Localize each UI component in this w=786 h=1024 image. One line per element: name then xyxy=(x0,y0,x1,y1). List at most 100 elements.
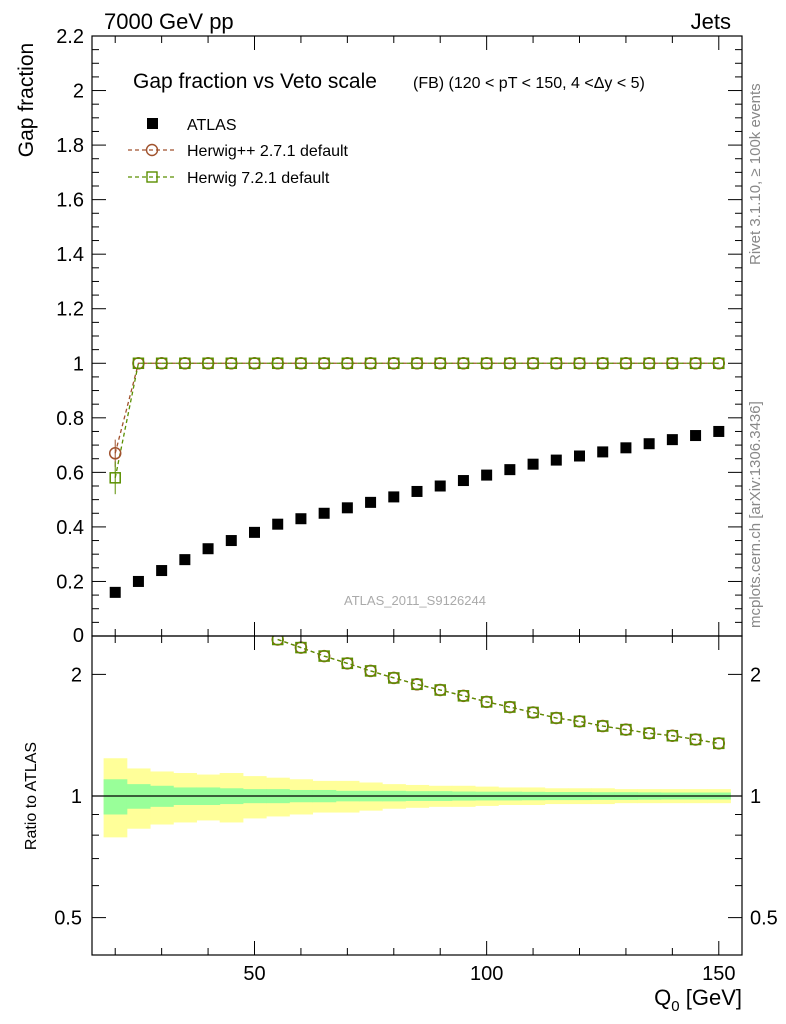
main-y-tick-label: 1.8 xyxy=(56,135,84,157)
header-right: Jets xyxy=(691,9,731,34)
ratio-y-tick-label-right: 0.5 xyxy=(750,908,778,930)
marker-herwig7 xyxy=(109,472,121,484)
marker-atlas xyxy=(388,491,400,503)
x-axis-label-unit: [GeV] xyxy=(680,985,742,1010)
marker-atlas xyxy=(504,464,516,476)
marker-herwig7 xyxy=(573,357,586,370)
main-data-layer xyxy=(108,357,726,598)
marker-herwig7 xyxy=(550,357,563,370)
main-y-tick-label: 0.4 xyxy=(56,517,84,539)
marker-atlas xyxy=(365,496,377,508)
marker-atlas xyxy=(156,565,168,577)
marker-atlas xyxy=(457,475,469,487)
x-ticks xyxy=(114,36,720,955)
ratio-marker-herwig7 xyxy=(713,737,725,750)
ratio-marker-herwig7 xyxy=(504,701,516,713)
main-y-ticks xyxy=(92,35,742,637)
marker-herwig7 xyxy=(179,357,191,370)
ratio-y-tick-labels: 0.5 0.5 1 1 2 2 xyxy=(54,664,778,929)
marker-atlas xyxy=(481,469,493,481)
ratio-marker-herwig7 xyxy=(643,727,655,739)
marker-herwigpp xyxy=(108,447,122,460)
main-y-tick-label-zero: 0 xyxy=(73,625,84,647)
x-axis-label-sub: 0 xyxy=(671,998,679,1015)
marker-atlas xyxy=(132,575,144,587)
legend-marker-atlas xyxy=(147,118,158,129)
ratio-y-axis-label: Ratio to ATLAS xyxy=(23,742,40,850)
ratio-marker-herwig7 xyxy=(388,672,400,684)
x-tick-labels: 50 100 150 xyxy=(243,963,735,985)
main-y-tick-label: 1.4 xyxy=(56,244,84,266)
ratio-y-tick-label-right: 2 xyxy=(750,664,761,686)
ratio-marker-herwig7 xyxy=(434,684,446,696)
marker-herwig7 xyxy=(132,357,145,370)
marker-atlas xyxy=(411,485,423,497)
ratio-marker-herwig7 xyxy=(480,696,493,708)
main-y-tick-label: 1 xyxy=(73,353,84,375)
marker-herwig7 xyxy=(364,357,377,370)
ratio-marker-herwig7 xyxy=(341,657,354,670)
ratio-marker-herwig7 xyxy=(573,715,586,728)
main-y-tick-label: 0.8 xyxy=(56,408,84,430)
marker-atlas xyxy=(179,554,191,566)
ratio-marker-herwig7 xyxy=(527,706,539,719)
header-left: 7000 GeV pp xyxy=(104,9,234,34)
legend-item-herwigpp: Herwig++ 2.7.1 default xyxy=(128,143,349,160)
marker-atlas xyxy=(225,535,237,547)
ratio-marker-herwig7 xyxy=(318,650,330,662)
marker-atlas xyxy=(249,526,260,538)
ratio-marker-herwig7 xyxy=(550,712,563,724)
x-tick-label: 150 xyxy=(702,963,735,985)
ratio-y-tick-label: 2 xyxy=(71,664,82,686)
band-inner xyxy=(103,779,128,815)
series-line-herwigpp xyxy=(114,362,719,454)
chart-subtitle: (FB) (120 < pT < 150, 4 <Δy < 5) xyxy=(413,75,645,92)
ratio-marker-herwig7 xyxy=(596,720,609,732)
ratio-marker-herwig7 xyxy=(271,636,284,646)
marker-atlas xyxy=(620,442,632,454)
ratio-marker-herwig7 xyxy=(364,665,377,677)
marker-herwig7 xyxy=(271,357,284,370)
legend: ATLAS Herwig++ 2.7.1 default Herwig 7.2.… xyxy=(128,117,349,187)
marker-atlas xyxy=(295,513,307,525)
marker-atlas xyxy=(318,507,330,519)
main-y-tick-label: 2.2 xyxy=(56,26,84,48)
marker-atlas xyxy=(643,438,655,450)
ratio-y-tick-label-right: 1 xyxy=(750,786,761,808)
marker-herwig7 xyxy=(388,357,400,370)
marker-atlas xyxy=(272,518,284,530)
ratio-panel: 0.5 0.5 1 1 2 2 50 100 150 Ratio to ATLAS xyxy=(23,36,778,985)
marker-atlas xyxy=(574,450,585,462)
marker-herwig7 xyxy=(620,357,632,370)
marker-herwig7 xyxy=(295,357,307,370)
marker-atlas xyxy=(666,434,678,446)
main-y-tick-label: 0.6 xyxy=(56,462,84,484)
ratio-line-herwig7 xyxy=(277,638,719,744)
marker-herwig7 xyxy=(643,357,655,370)
marker-herwig7 xyxy=(713,357,725,370)
marker-atlas xyxy=(434,480,446,492)
ratio-marker-herwig7 xyxy=(411,678,423,691)
marker-herwig7 xyxy=(527,357,539,370)
ratio-marker-herwigpp xyxy=(457,689,470,703)
ratio-marker-herwigpp xyxy=(526,706,540,719)
ratio-y-ticks xyxy=(92,673,742,919)
legend-item-herwig7: Herwig 7.2.1 default xyxy=(128,170,330,187)
main-y-tick-labels: 0.2 0.4 0.6 0.8 1 1.2 1.4 1.6 1.8 2 2.2 0 xyxy=(56,26,84,647)
marker-atlas xyxy=(527,458,539,470)
x-axis-label: Q0 [GeV] xyxy=(654,985,742,1015)
marker-herwig7 xyxy=(480,357,493,370)
marker-herwig7 xyxy=(202,357,214,370)
main-y-tick-label: 2 xyxy=(73,81,84,103)
marker-herwig7 xyxy=(457,357,470,370)
ratio-y-tick-label: 1 xyxy=(71,786,82,808)
main-y-tick-label: 1.6 xyxy=(56,190,84,212)
chart-title: Gap fraction vs Veto scale xyxy=(133,70,377,93)
main-y-axis-label: Gap fraction xyxy=(15,43,38,157)
marker-atlas xyxy=(597,446,609,458)
marker-atlas xyxy=(713,425,725,437)
mcplots-label: mcplots.cern.ch [arXiv:1306.3436] xyxy=(747,401,764,628)
marker-herwig7 xyxy=(248,357,261,370)
main-y-tick-label: 0.2 xyxy=(56,571,84,593)
marker-herwig7 xyxy=(411,357,423,370)
